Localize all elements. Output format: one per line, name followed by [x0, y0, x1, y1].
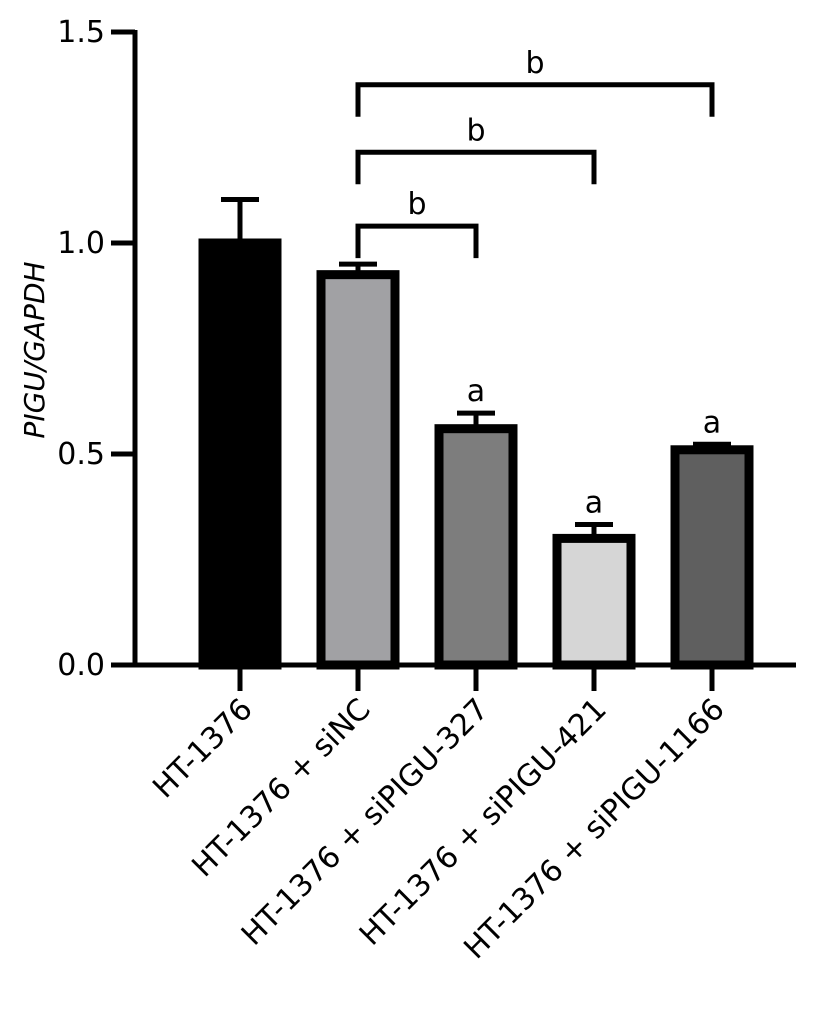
- bar: [434, 424, 518, 670]
- comparison-bracket: [355, 82, 715, 117]
- x-tick-label: HT-1376 + siPIGU-421: [353, 692, 614, 953]
- annotations: a a a b b b: [355, 46, 721, 520]
- significance-label: a: [467, 374, 485, 409]
- comparison-bracket: [355, 223, 479, 259]
- bar: [552, 533, 636, 670]
- comparison-label: b: [407, 187, 426, 222]
- significance-label: a: [585, 485, 603, 520]
- comparison-label: b: [525, 46, 544, 81]
- bars: [198, 197, 754, 670]
- y-tick-label: 1.5: [57, 15, 105, 50]
- bar: [198, 238, 282, 670]
- bar: [670, 445, 754, 670]
- bar: [316, 270, 400, 670]
- y-tick-label: 0.0: [57, 648, 105, 683]
- y-tick-label: 1.0: [57, 226, 105, 261]
- x-tick-label: HT-1376 + siPIGU-327: [235, 692, 496, 953]
- y-axis-label: PIGU/GAPDH: [18, 261, 51, 438]
- significance-label: a: [703, 405, 721, 440]
- y-tick-label: 0.5: [57, 437, 105, 472]
- comparison-bracket: [355, 149, 597, 185]
- x-tick-label: HT-1376: [146, 692, 259, 805]
- comparison-label: b: [466, 113, 485, 148]
